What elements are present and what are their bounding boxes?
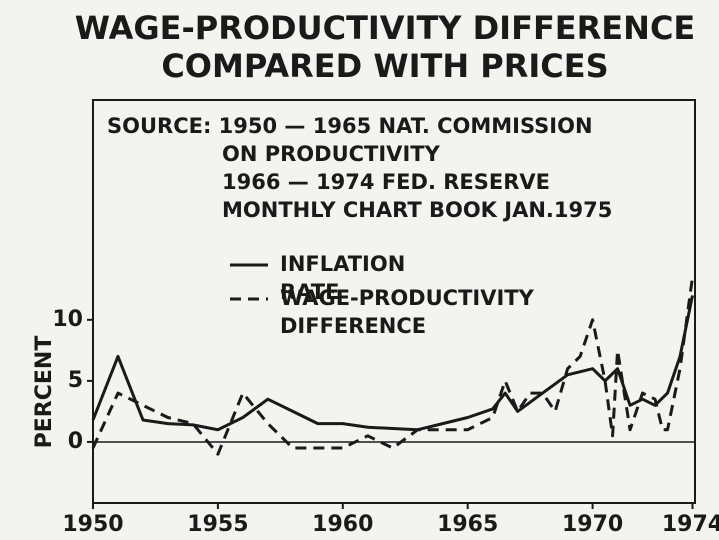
y-tick-label: 10 [52, 307, 83, 332]
chart-subtitle: COMPARED WITH PRICES [161, 47, 608, 85]
line-series [91, 295, 694, 432]
y-tick-label: 0 [68, 429, 83, 454]
annotation: SOURCE: 1950 — 1965 NAT. COMMISSION [107, 114, 593, 138]
legend-label: INFLATION RATE [280, 252, 405, 304]
x-tick-label: 1955 [187, 512, 248, 537]
y-axis-label: PERCENT [32, 336, 57, 449]
y-tick-label: 5 [68, 368, 83, 393]
x-tick-label: 1965 [437, 512, 498, 537]
x-tick-label: 1950 [62, 512, 123, 537]
plot-frame [92, 99, 696, 504]
chart-title: WAGE-PRODUCTIVITY DIFFERENCE [75, 9, 696, 47]
annotation: MONTHLY CHART BOOK JAN.1975 [222, 198, 612, 222]
x-tick-label: 1970 [562, 512, 623, 537]
x-tick-label: 1974 [662, 512, 719, 537]
x-tick-label: 1960 [312, 512, 373, 537]
legend-label: WAGE-PRODUCTIVITY DIFFERENCE [280, 286, 535, 338]
line-series [91, 276, 694, 456]
annotation: ON PRODUCTIVITY [222, 142, 441, 166]
annotation: 1966 — 1974 FED. RESERVE [222, 170, 550, 194]
